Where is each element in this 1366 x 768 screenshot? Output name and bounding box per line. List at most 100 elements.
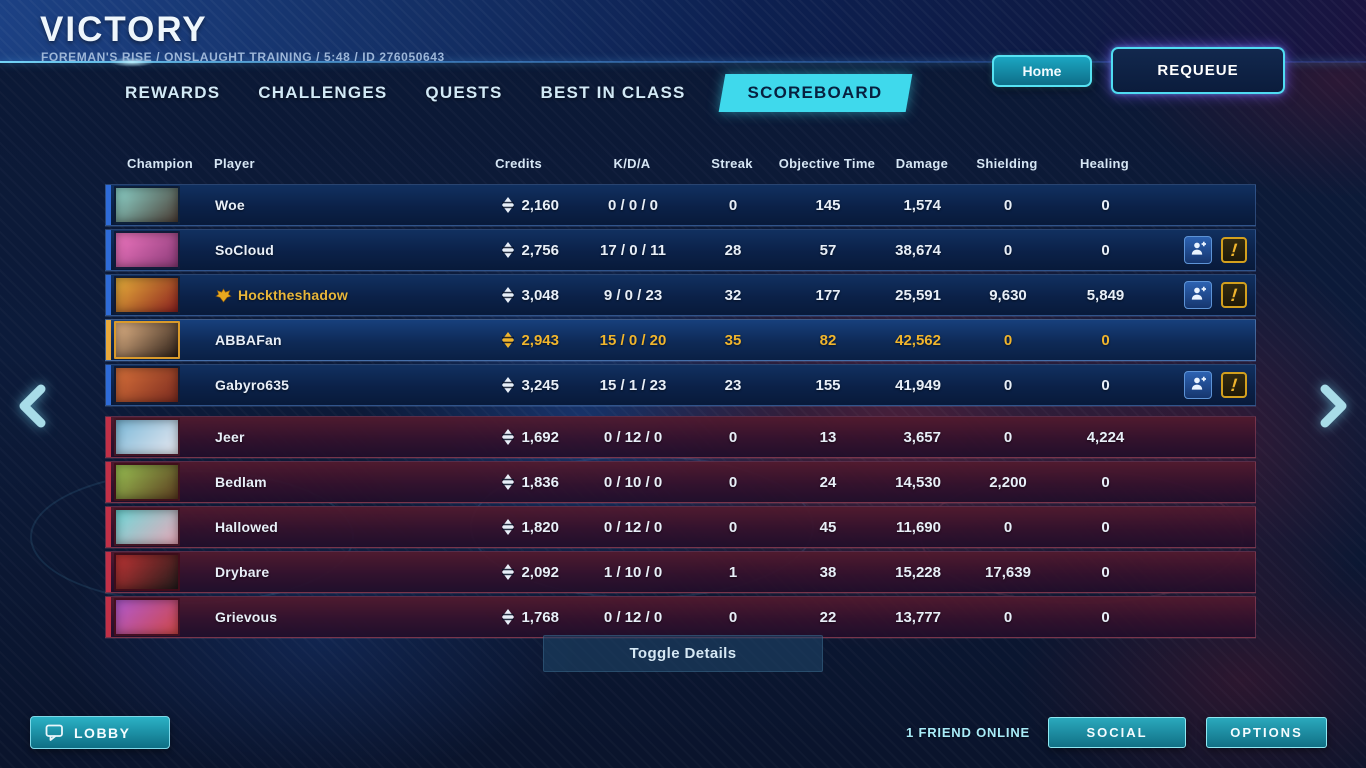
credits-cell: 1,768 [453, 609, 563, 626]
objective-time-value: 155 [815, 376, 841, 394]
report-player-button[interactable]: ! [1221, 282, 1247, 308]
credits-cell: 1,692 [453, 429, 563, 446]
team-color-bar [106, 462, 111, 502]
shielding-value: 9,630 [989, 286, 1027, 304]
add-friend-button[interactable] [1184, 371, 1212, 399]
column-header-streak: Streak [711, 155, 753, 171]
table-row: Woe 2,160 0 / 0 / 0 0 145 1,574 0 0 [105, 184, 1256, 226]
previous-page-arrow[interactable] [13, 383, 51, 429]
objective-time-value: 22 [819, 608, 837, 626]
team-color-bar [106, 185, 111, 225]
damage-value: 25,591 [895, 286, 941, 304]
credits-icon [502, 197, 515, 213]
healing-value: 4,224 [1086, 428, 1125, 446]
player-cell: Drybare [179, 564, 453, 580]
kda-value: 15 / 0 / 20 [599, 331, 667, 349]
team-color-bar [106, 417, 111, 457]
tab-challenges[interactable]: CHALLENGES [256, 74, 389, 112]
team-color-bar [106, 230, 111, 270]
damage-value: 14,530 [895, 473, 941, 491]
kda-value: 0 / 12 / 0 [603, 608, 663, 626]
damage-value: 13,777 [895, 608, 941, 626]
healing-value: 0 [1101, 376, 1110, 394]
player-name: Bedlam [215, 474, 267, 490]
table-row: Gabyro635 3,245 15 / 1 / 23 23 155 41,949 0 0! [105, 364, 1256, 406]
player-cell: Hallowed [179, 519, 453, 535]
add-friend-icon [1190, 240, 1207, 260]
player-cell: Bedlam [179, 474, 453, 490]
chevron-left-icon [19, 384, 46, 428]
objective-time-value: 13 [819, 428, 837, 446]
champion-avatar [114, 598, 180, 636]
report-player-button[interactable]: ! [1221, 372, 1247, 398]
kda-value: 0 / 12 / 0 [603, 518, 663, 536]
shielding-value: 0 [1003, 428, 1013, 446]
damage-value: 1,574 [903, 196, 941, 214]
player-cell: SoCloud [179, 242, 453, 258]
lobby-button[interactable]: LOBBY [30, 716, 170, 749]
row-actions: ! [1148, 371, 1255, 399]
healing-value: 0 [1101, 563, 1110, 581]
kda-value: 1 / 10 / 0 [603, 563, 663, 581]
damage-value: 38,674 [895, 241, 941, 259]
healing-value: 0 [1101, 518, 1110, 536]
team-color-bar [106, 275, 111, 315]
shielding-value: 0 [1003, 196, 1013, 214]
tab-quests[interactable]: QUESTS [423, 74, 504, 112]
credits-cell: 3,245 [453, 377, 563, 394]
healing-value: 0 [1101, 608, 1110, 626]
tab-best-in-class[interactable]: BEST IN CLASS [539, 74, 688, 112]
credits-value: 1,692 [521, 428, 559, 446]
team-color-bar [106, 552, 111, 592]
streak-value: 28 [724, 241, 742, 259]
credits-icon [502, 474, 515, 490]
report-icon: ! [1229, 375, 1239, 395]
team-color-bar [106, 507, 111, 547]
healing-value: 5,849 [1086, 286, 1125, 304]
damage-value: 41,949 [895, 376, 941, 394]
healing-value: 0 [1101, 473, 1110, 491]
streak-value: 0 [728, 518, 738, 536]
shielding-value: 0 [1003, 608, 1013, 626]
top-banner [0, 0, 1366, 62]
requeue-button[interactable]: REQUEUE [1111, 47, 1285, 94]
player-cell: Hocktheshadow [179, 287, 453, 303]
add-friend-button[interactable] [1184, 281, 1212, 309]
report-icon: ! [1229, 285, 1239, 305]
player-name: Jeer [215, 429, 245, 445]
team-blue: Woe 2,160 0 / 0 / 0 0 145 1,574 0 0 SoCloud 2,756… [105, 184, 1256, 406]
table-row: Bedlam 1,836 0 / 10 / 0 0 24 14,530 2,200 0 [105, 461, 1256, 503]
table-row: Jeer 1,692 0 / 12 / 0 0 13 3,657 0 4,224 [105, 416, 1256, 458]
credits-icon [502, 609, 515, 625]
report-player-button[interactable]: ! [1221, 237, 1247, 263]
column-header-kda: K/D/A [613, 155, 651, 171]
column-header-healing: Healing [1079, 155, 1130, 171]
champion-avatar [114, 418, 180, 456]
next-page-arrow[interactable] [1315, 383, 1353, 429]
toggle-details-button[interactable]: Toggle Details [543, 635, 823, 672]
objective-time-value: 57 [819, 241, 837, 259]
damage-value: 3,657 [903, 428, 941, 446]
tab-scoreboard[interactable]: SCOREBOARD [722, 74, 909, 112]
column-header-champion: Champion [127, 155, 193, 171]
champion-avatar [114, 366, 180, 404]
shielding-value: 17,639 [985, 563, 1031, 581]
table-row: Drybare 2,092 1 / 10 / 0 1 38 15,228 17,639 0 [105, 551, 1256, 593]
add-friend-button[interactable] [1184, 236, 1212, 264]
damage-value: 11,690 [895, 518, 941, 536]
social-button[interactable]: SOCIAL [1048, 717, 1186, 748]
report-icon: ! [1229, 240, 1239, 260]
column-header-damage: Damage [895, 155, 949, 171]
streak-value: 0 [728, 473, 738, 491]
options-button[interactable]: OPTIONS [1206, 717, 1327, 748]
player-name: Drybare [215, 564, 270, 580]
credits-icon [502, 332, 515, 348]
add-friend-icon [1190, 285, 1207, 305]
home-button[interactable]: Home [992, 55, 1092, 87]
chevron-right-icon [1320, 384, 1347, 428]
founder-badge-icon [215, 287, 232, 303]
kda-value: 0 / 10 / 0 [603, 473, 663, 491]
column-header-credits: Credits [495, 155, 542, 171]
kda-value: 0 / 12 / 0 [603, 428, 663, 446]
tab-rewards[interactable]: REWARDS [123, 74, 222, 112]
